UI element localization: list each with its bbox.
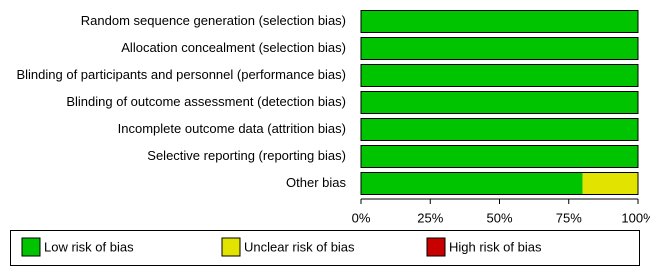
bar-outline bbox=[360, 10, 639, 33]
category-label: Other bias bbox=[286, 175, 346, 190]
legend-swatch bbox=[21, 237, 41, 257]
bar-segment bbox=[361, 118, 638, 141]
category-label: Selective reporting (reporting bias) bbox=[147, 148, 346, 163]
legend-box bbox=[10, 230, 640, 266]
bar-outline bbox=[360, 145, 639, 168]
bar-outline bbox=[360, 172, 639, 195]
legend-swatch bbox=[221, 237, 241, 257]
category-label: Blinding of participants and personnel (… bbox=[16, 67, 346, 82]
x-tick-label: 0% bbox=[352, 210, 371, 225]
bar-segment bbox=[361, 172, 583, 195]
bar-segment bbox=[361, 145, 638, 168]
legend-swatch bbox=[426, 237, 446, 257]
x-tick-label: 25% bbox=[417, 210, 443, 225]
category-label: Allocation concealment (selection bias) bbox=[121, 40, 346, 55]
bar-outline bbox=[360, 64, 639, 87]
bar-outline bbox=[360, 118, 639, 141]
x-tick-label: 75% bbox=[556, 210, 582, 225]
category-label: Random sequence generation (selection bi… bbox=[81, 13, 346, 28]
legend-label: Low risk of bias bbox=[44, 239, 134, 254]
category-label: Blinding of outcome assessment (detectio… bbox=[66, 94, 346, 109]
bar-segment bbox=[361, 37, 638, 60]
bar-segment bbox=[361, 64, 638, 87]
bar-outline bbox=[360, 37, 639, 60]
x-tick-label: 100% bbox=[621, 210, 650, 225]
bar-segment bbox=[361, 10, 638, 33]
legend-label: Unclear risk of bias bbox=[244, 239, 355, 254]
bar-outline bbox=[360, 91, 639, 114]
x-tick-label: 50% bbox=[486, 210, 512, 225]
bar-segment bbox=[361, 91, 638, 114]
bar-segment bbox=[582, 172, 638, 195]
legend-label: High risk of bias bbox=[449, 239, 542, 254]
category-label: Incomplete outcome data (attrition bias) bbox=[118, 121, 346, 136]
